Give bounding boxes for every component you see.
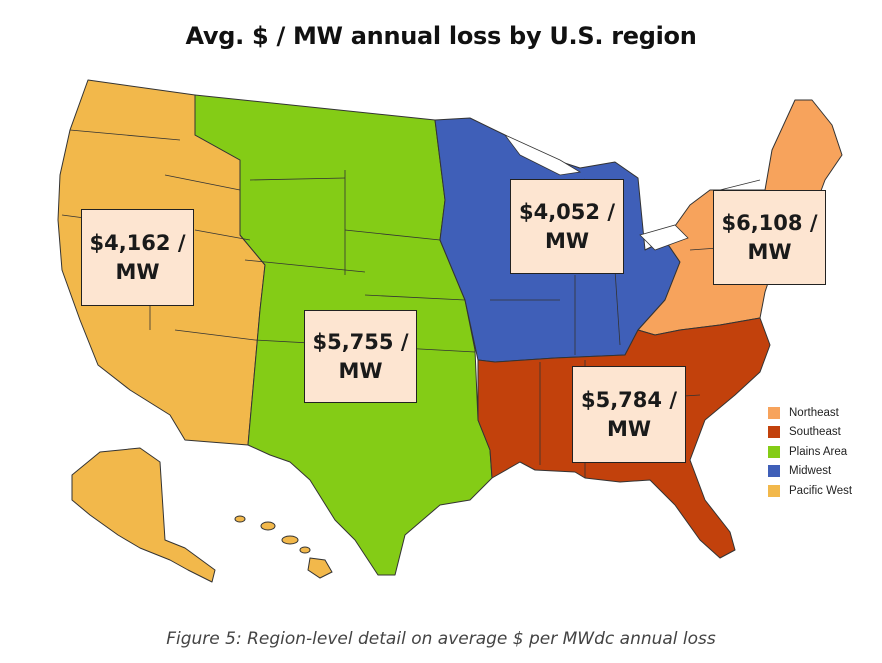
pacific-west-value-box: $4,162 / MW [81, 209, 194, 306]
midwest-value-box: $4,052 / MW [510, 179, 624, 274]
map-legend: Northeast Southeast Plains Area Midwest … [768, 403, 852, 501]
hawaii-shape [234, 515, 333, 579]
figure-caption: Figure 5: Region-level detail on average… [166, 629, 716, 649]
legend-label: Midwest [789, 465, 832, 478]
legend-swatch-midwest [768, 465, 780, 478]
legend-item: Pacific West [768, 481, 852, 501]
northeast-value-box: $6,108 / MW [713, 190, 826, 285]
legend-label: Pacific West [789, 484, 853, 497]
legend-swatch-plains [768, 445, 780, 458]
legend-label: Northeast [789, 406, 839, 419]
legend-label: Plains Area [789, 445, 848, 458]
legend-swatch-pacific-west [768, 484, 780, 497]
legend-item: Southeast [768, 423, 852, 443]
map-title: Avg. $ / MW annual loss by U.S. region [185, 22, 697, 50]
legend-label: Southeast [789, 426, 841, 439]
legend-item: Northeast [768, 403, 852, 423]
southeast-value-box: $5,784 / MW [572, 366, 686, 463]
legend-swatch-southeast [768, 426, 780, 439]
alaska-shape [71, 447, 216, 583]
legend-swatch-northeast [768, 406, 780, 419]
legend-item: Midwest [768, 462, 852, 482]
plains-value-box: $5,755 / MW [304, 310, 417, 403]
legend-item: Plains Area [768, 442, 852, 462]
